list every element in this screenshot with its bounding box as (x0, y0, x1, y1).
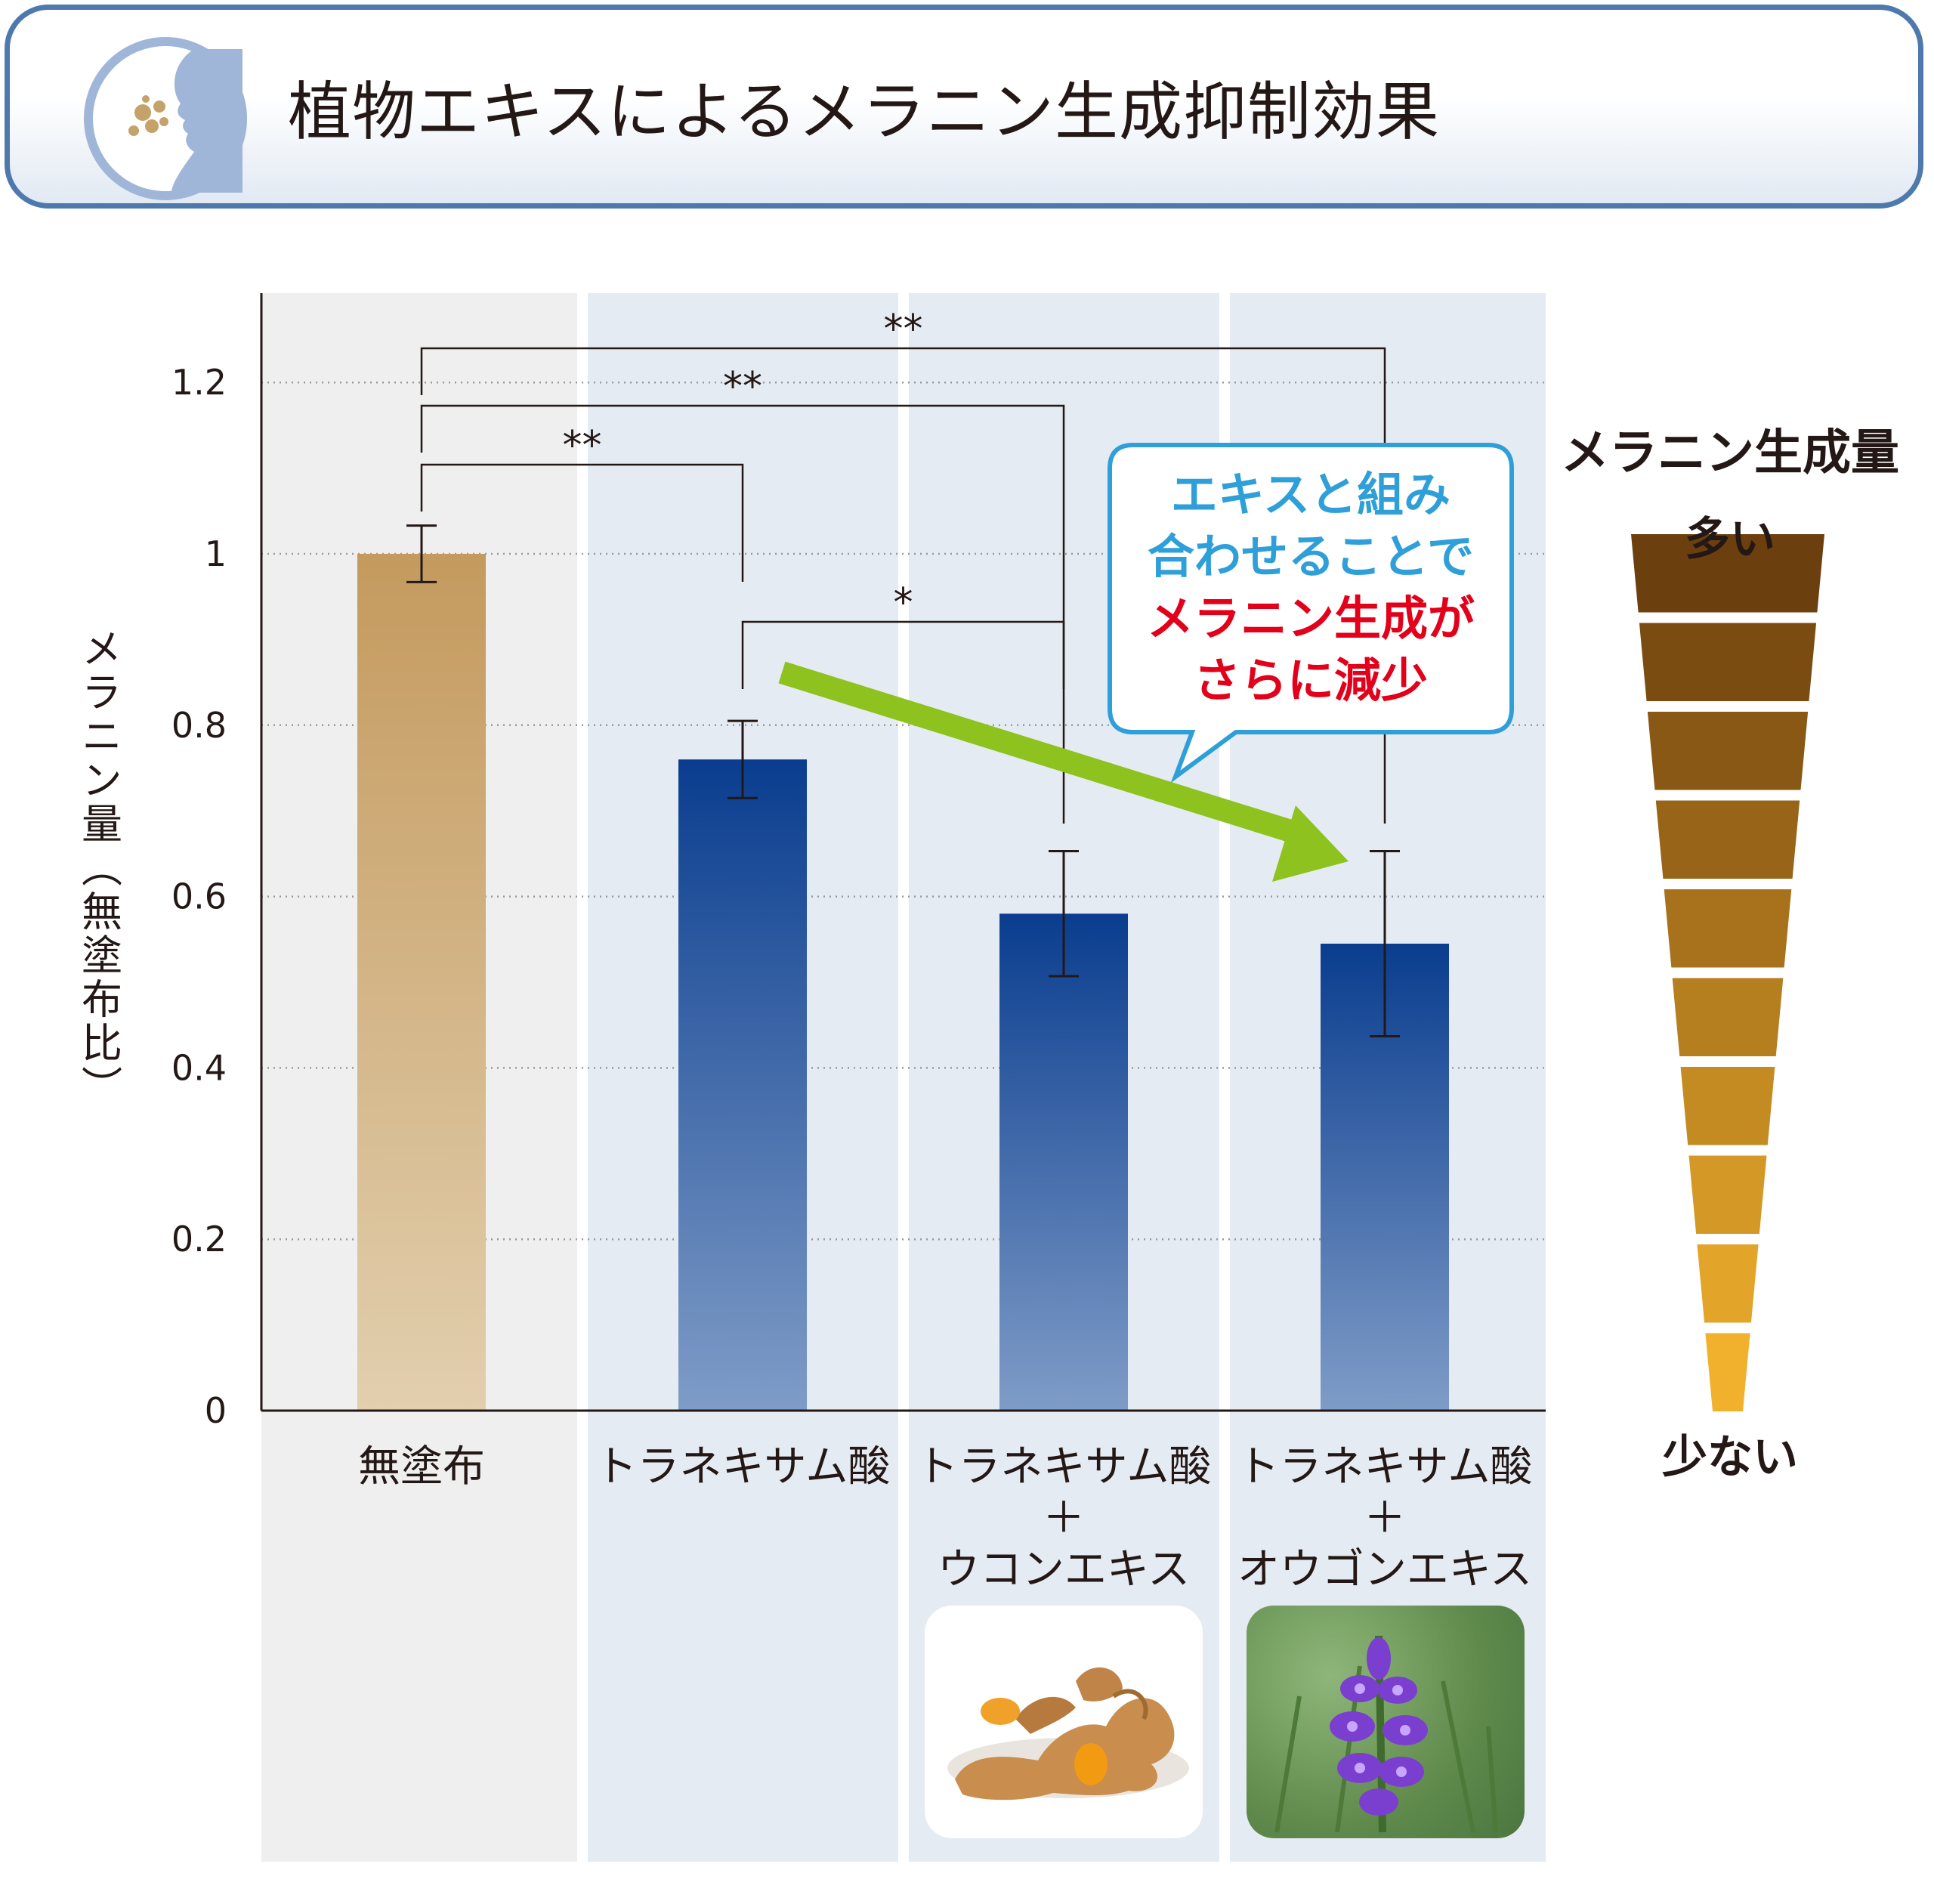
bar-1 (678, 759, 807, 1411)
legend-level-0 (1631, 534, 1824, 613)
legend-level-7 (1688, 1155, 1767, 1234)
y-tick-label: 0.4 (171, 1047, 227, 1088)
legend-level-1 (1639, 623, 1817, 701)
legend-title: メラニン生成量 (1561, 425, 1899, 481)
legend-level-3 (1655, 800, 1800, 879)
face-with-spots-icon (84, 37, 247, 200)
significance-bracket-3 (741, 620, 1065, 689)
legend-level-5 (1672, 978, 1784, 1056)
legend-level-9 (1705, 1333, 1750, 1411)
legend-level-8 (1697, 1244, 1759, 1323)
y-tick-label: 0 (205, 1390, 227, 1431)
y-tick-label: 0.6 (171, 876, 227, 917)
bar-0 (357, 554, 486, 1411)
y-tick-label: 1 (205, 533, 227, 574)
x-category-label: トラネキサム酸 (916, 1442, 1212, 1491)
y-tick-label: 0.8 (171, 705, 227, 746)
x-category-label: オウゴンエキス (1237, 1545, 1532, 1594)
y-tick-label: 1.2 (171, 362, 227, 403)
callout-line-2: 合わせることで (1147, 529, 1475, 584)
x-category-label: トラネキサム酸 (1237, 1442, 1533, 1491)
x-category-label: ウコンエキス (938, 1545, 1190, 1594)
legend-low-label: 少ない (1662, 1431, 1798, 1484)
bar-2 (999, 913, 1128, 1411)
trend-arrow-head (1272, 805, 1349, 882)
significance-label-3: * (894, 580, 913, 626)
callout-line-1: エキスと組み (1170, 467, 1451, 522)
legend-high-label: 多い (1685, 513, 1775, 566)
skullcap-flower-photo (1247, 1606, 1525, 1838)
page-title: 植物エキスによるメラニン生成抑制効果 (288, 75, 1440, 149)
annotation-callout: エキスと組み 合わせることで メラニン生成が さらに減少 (1108, 443, 1514, 784)
title-banner: 植物エキスによるメラニン生成抑制効果 (5, 5, 1923, 209)
callout-line-3: メラニン生成が (1146, 591, 1475, 646)
significance-label-0: ** (563, 423, 602, 468)
x-category-label: トラネキサム酸 (595, 1442, 891, 1491)
callout-line-4: さらに減少 (1193, 653, 1428, 708)
legend-level-2 (1647, 712, 1809, 790)
x-category-label: 無塗布 (358, 1442, 485, 1491)
trend-arrow (778, 661, 1302, 845)
significance-bracket-0 (420, 463, 744, 582)
legend-level-4 (1664, 889, 1792, 968)
y-tick-label: 0.2 (171, 1219, 227, 1260)
turmeric-root-photo (925, 1606, 1203, 1838)
legend-level-6 (1680, 1067, 1775, 1145)
significance-bracket-1 (420, 404, 1065, 824)
x-category-label: ＋ (1043, 1494, 1085, 1543)
x-category-label: ＋ (1364, 1494, 1406, 1543)
significance-label-1: ** (723, 364, 762, 410)
y-axis-label: メラニン量（無塗布比） (75, 627, 122, 1109)
significance-label-2: ** (884, 307, 923, 352)
